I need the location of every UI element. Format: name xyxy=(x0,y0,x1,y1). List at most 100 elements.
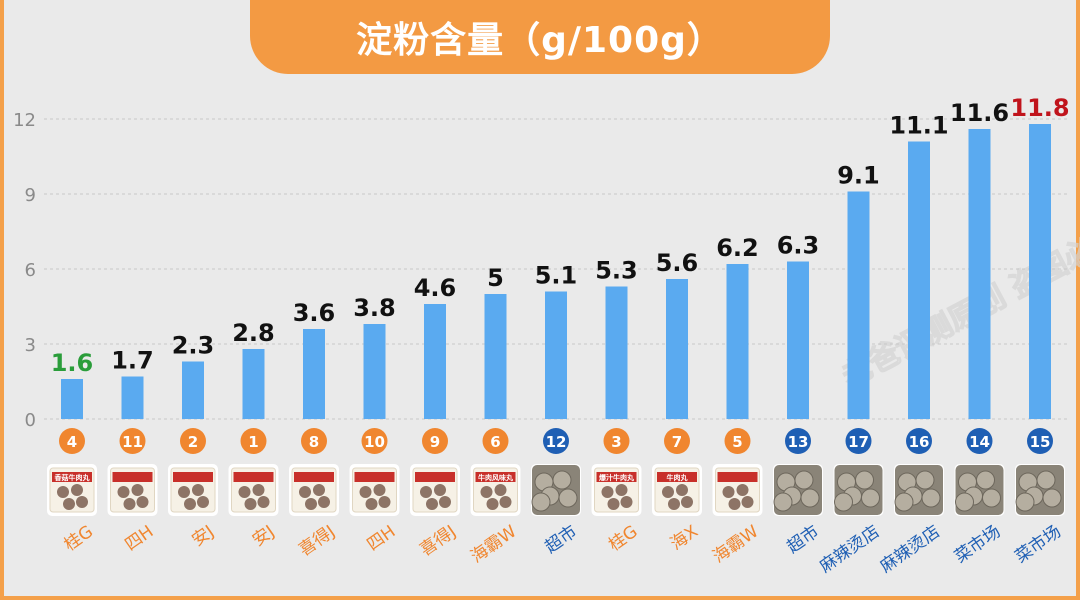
data-label: 1.6 xyxy=(51,349,94,377)
data-label: 5.6 xyxy=(656,249,699,277)
meatball-shape xyxy=(420,486,432,498)
category-label: 四H xyxy=(363,522,399,555)
sample-number: 16 xyxy=(909,433,930,451)
product-thumbnail xyxy=(833,464,884,516)
data-label: 6.2 xyxy=(716,234,759,262)
y-tick-label: 9 xyxy=(25,185,36,206)
sample-number: 14 xyxy=(969,433,990,451)
meatball-shape xyxy=(800,488,820,508)
sample-number-badge xyxy=(906,428,932,454)
data-label: 5.3 xyxy=(595,257,638,285)
meatball-shape xyxy=(976,470,995,490)
sample-number: 3 xyxy=(611,433,621,451)
meatball-shape xyxy=(499,496,512,508)
sample-number: 12 xyxy=(546,433,567,451)
product-thumbnail xyxy=(410,464,460,516)
package-banner xyxy=(717,472,758,482)
data-label: 11.1 xyxy=(889,112,948,140)
sample-number-badge xyxy=(482,428,509,454)
sample-number-badge xyxy=(422,428,448,454)
product-thumbnail: 牛肉风味丸 xyxy=(470,464,521,516)
sample-number-badge xyxy=(1027,428,1053,454)
sample-number-badge xyxy=(603,428,630,454)
bar xyxy=(908,141,930,419)
category-label: 海霸W xyxy=(709,522,762,568)
meatball-shape xyxy=(681,496,693,508)
meatball-shape xyxy=(439,496,451,508)
product-thumbnail xyxy=(107,464,158,516)
package-banner xyxy=(415,472,455,482)
sample-number-badge xyxy=(845,428,872,454)
meatball-shape xyxy=(63,498,75,510)
sample-number: 9 xyxy=(430,433,440,451)
category-label: 桂G xyxy=(61,522,97,556)
meatball-shape xyxy=(1015,492,1035,512)
sample-number: 2 xyxy=(188,433,198,451)
product-thumbnail xyxy=(1015,464,1065,516)
meatball-shape xyxy=(607,498,620,510)
category-label: 桂G xyxy=(605,522,641,556)
meatball-shape xyxy=(359,486,372,498)
meatball-shape xyxy=(318,496,330,508)
meatball-shape xyxy=(238,486,251,498)
bar xyxy=(363,324,386,419)
meatball-shape xyxy=(662,486,674,498)
bar xyxy=(1029,124,1051,419)
meatball-shape xyxy=(915,470,935,490)
sample-number-badge xyxy=(180,428,206,454)
sample-number: 15 xyxy=(1030,433,1051,451)
meatball-shape xyxy=(373,484,386,496)
meatball-shape xyxy=(615,484,628,496)
bar xyxy=(847,191,870,419)
category-label: 超市 xyxy=(784,522,823,558)
package-banner xyxy=(52,472,92,482)
bar xyxy=(726,264,749,419)
package-banner xyxy=(294,472,334,482)
sample-number-badge xyxy=(59,428,85,454)
meatball-shape xyxy=(192,484,204,496)
sample-number: 5 xyxy=(732,433,742,451)
meatball-shape xyxy=(131,484,144,496)
y-tick-label: 3 xyxy=(25,335,36,356)
meatball-shape xyxy=(71,484,83,496)
y-tick-label: 0 xyxy=(25,410,36,431)
category-label: 海X xyxy=(667,522,702,555)
meatball-shape xyxy=(620,496,633,508)
sample-number: 11 xyxy=(122,433,143,451)
bar xyxy=(545,291,567,419)
category-label: 喜得J xyxy=(295,522,338,561)
meatball-shape xyxy=(531,492,551,512)
bar xyxy=(182,361,204,419)
data-label: 1.7 xyxy=(111,347,154,375)
product-thumbnail: 香菇牛肉丸 xyxy=(47,464,97,516)
meatball-shape xyxy=(365,498,378,510)
product-thumbnail xyxy=(289,464,339,516)
meatball-shape xyxy=(741,496,754,508)
meatball-shape xyxy=(601,486,614,498)
bar xyxy=(242,349,265,419)
sample-number-badge xyxy=(724,428,751,454)
sample-number-badge xyxy=(301,428,327,454)
meatball-shape xyxy=(252,484,265,496)
category-label: 麻辣烫店 xyxy=(877,522,944,577)
data-label: 5 xyxy=(487,264,504,292)
package-banner xyxy=(657,472,697,482)
meatball-shape xyxy=(722,486,735,498)
sample-number-badge xyxy=(543,428,569,454)
meatball-shape xyxy=(426,498,438,510)
sample-number-badge xyxy=(240,428,267,454)
package-banner xyxy=(475,472,516,482)
sample-number-badge xyxy=(361,428,388,454)
product-thumbnail xyxy=(712,464,763,516)
bar xyxy=(424,304,446,419)
meatball-shape xyxy=(894,492,914,512)
package-label: 牛肉风味丸 xyxy=(478,473,514,482)
meatball-shape xyxy=(378,496,391,508)
chart-title: 淀粉含量（g/100g） xyxy=(250,0,830,74)
sample-number: 10 xyxy=(364,433,385,451)
package-label: 香菇牛肉丸 xyxy=(54,473,91,482)
product-thumbnail xyxy=(168,464,218,516)
meatball-shape xyxy=(1042,488,1062,508)
category-label: 喜得J xyxy=(416,522,459,561)
